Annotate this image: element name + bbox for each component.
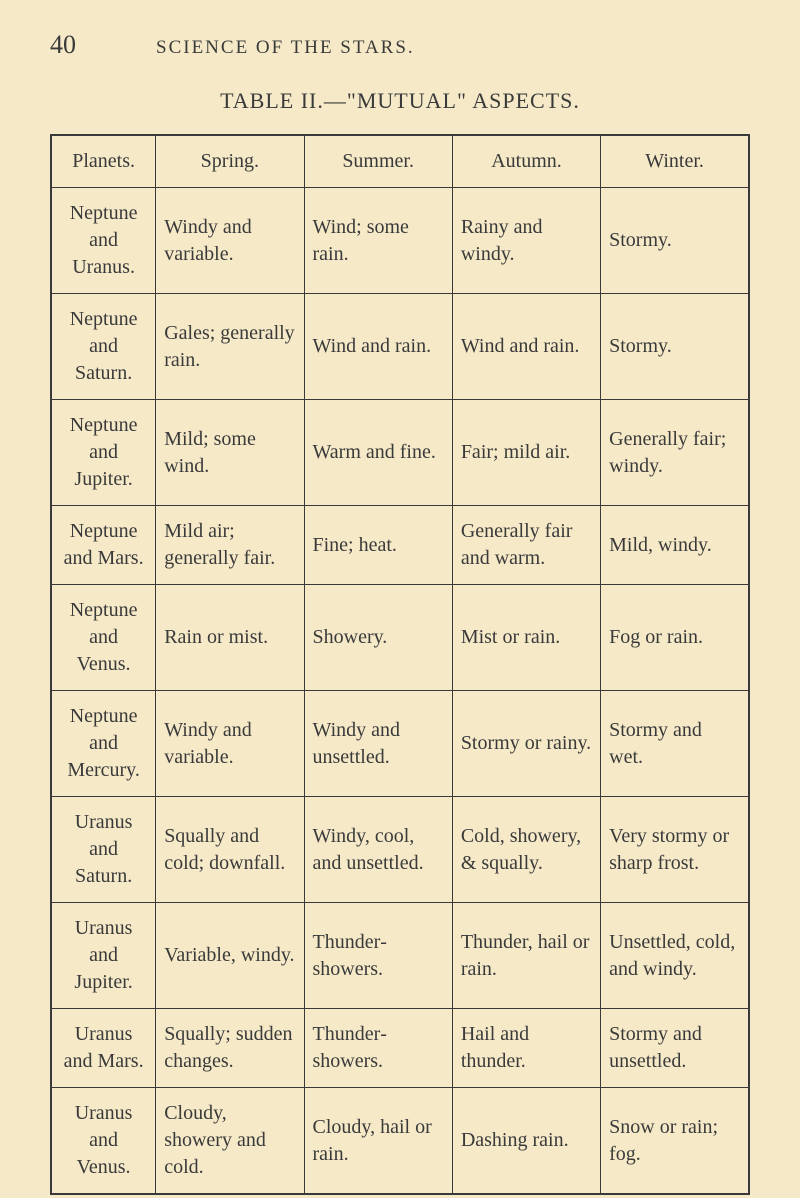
cell-autumn: Dashing rain. bbox=[452, 1088, 600, 1195]
cell-winter: Stormy and unsettled. bbox=[601, 1009, 749, 1088]
cell-summer: Thunder­showers. bbox=[304, 903, 452, 1009]
table-row: Uranus and Saturn. Squally and cold; dow… bbox=[51, 797, 749, 903]
cell-spring: Mild; some wind. bbox=[156, 400, 304, 506]
table-row: Neptune and Uranus. Windy and variable. … bbox=[51, 188, 749, 294]
cell-winter: Unsettled, cold, and windy. bbox=[601, 903, 749, 1009]
table-row: Uranus and Jupiter. Variable, windy. Thu… bbox=[51, 903, 749, 1009]
page-number: 40 bbox=[50, 30, 76, 60]
table-body: Neptune and Uranus. Windy and variable. … bbox=[51, 188, 749, 1195]
cell-summer: Showery. bbox=[304, 585, 452, 691]
header-autumn: Autumn. bbox=[452, 135, 600, 188]
table-row: Neptune and Jupiter. Mild; some wind. Wa… bbox=[51, 400, 749, 506]
cell-planets: Neptune and Mercury. bbox=[51, 691, 156, 797]
cell-planets: Neptune and Venus. bbox=[51, 585, 156, 691]
header-spring: Spring. bbox=[156, 135, 304, 188]
cell-autumn: Generally fair and warm. bbox=[452, 506, 600, 585]
cell-winter: Stormy and wet. bbox=[601, 691, 749, 797]
cell-planets: Uranus and Saturn. bbox=[51, 797, 156, 903]
cell-spring: Windy and variable. bbox=[156, 188, 304, 294]
cell-autumn: Cold, showery, & squally. bbox=[452, 797, 600, 903]
cell-spring: Squally; sudden changes. bbox=[156, 1009, 304, 1088]
page-header: 40 SCIENCE OF THE STARS. bbox=[50, 30, 750, 60]
cell-planets: Neptune and Uranus. bbox=[51, 188, 156, 294]
cell-spring: Rain or mist. bbox=[156, 585, 304, 691]
cell-summer: Windy and unsettled. bbox=[304, 691, 452, 797]
cell-planets: Neptune and Mars. bbox=[51, 506, 156, 585]
cell-planets: Neptune and Saturn. bbox=[51, 294, 156, 400]
cell-spring: Squally and cold; down­fall. bbox=[156, 797, 304, 903]
table-row: Neptune and Mars. Mild air; generally fa… bbox=[51, 506, 749, 585]
cell-spring: Variable, windy. bbox=[156, 903, 304, 1009]
header-winter: Winter. bbox=[601, 135, 749, 188]
aspects-table: Planets. Spring. Summer. Autumn. Winter.… bbox=[50, 134, 750, 1195]
cell-spring: Mild air; generally fair. bbox=[156, 506, 304, 585]
cell-summer: Wind; some rain. bbox=[304, 188, 452, 294]
cell-winter: Very stormy or sharp frost. bbox=[601, 797, 749, 903]
cell-autumn: Rainy and windy. bbox=[452, 188, 600, 294]
cell-winter: Stormy. bbox=[601, 294, 749, 400]
table-row: Uranus and Mars. Squally; sudden changes… bbox=[51, 1009, 749, 1088]
cell-planets: Uranus and Venus. bbox=[51, 1088, 156, 1195]
cell-spring: Windy and variable. bbox=[156, 691, 304, 797]
cell-autumn: Mist or rain. bbox=[452, 585, 600, 691]
cell-autumn: Hail and thunder. bbox=[452, 1009, 600, 1088]
cell-autumn: Fair; mild air. bbox=[452, 400, 600, 506]
cell-winter: Stormy. bbox=[601, 188, 749, 294]
cell-summer: Windy, cool, and unset­tled. bbox=[304, 797, 452, 903]
table-header-row: Planets. Spring. Summer. Autumn. Winter. bbox=[51, 135, 749, 188]
cell-summer: Fine; heat. bbox=[304, 506, 452, 585]
cell-autumn: Stormy or rainy. bbox=[452, 691, 600, 797]
cell-autumn: Thunder, hail or rain. bbox=[452, 903, 600, 1009]
cell-winter: Fog or rain. bbox=[601, 585, 749, 691]
cell-planets: Neptune and Jupiter. bbox=[51, 400, 156, 506]
cell-planets: Uranus and Jupiter. bbox=[51, 903, 156, 1009]
header-summer: Summer. bbox=[304, 135, 452, 188]
cell-winter: Generally fair; windy. bbox=[601, 400, 749, 506]
cell-winter: Snow or rain; fog. bbox=[601, 1088, 749, 1195]
cell-spring: Gales; gene­rally rain. bbox=[156, 294, 304, 400]
table-title: TABLE II.—"MUTUAL" ASPECTS. bbox=[50, 88, 750, 114]
cell-autumn: Wind and rain. bbox=[452, 294, 600, 400]
table-row: Neptune and Saturn. Gales; gene­rally ra… bbox=[51, 294, 749, 400]
cell-summer: Wind and rain. bbox=[304, 294, 452, 400]
cell-summer: Warm and fine. bbox=[304, 400, 452, 506]
cell-summer: Cloudy, hail or rain. bbox=[304, 1088, 452, 1195]
running-head: SCIENCE OF THE STARS. bbox=[156, 37, 415, 59]
header-planets: Planets. bbox=[51, 135, 156, 188]
table-row: Uranus and Venus. Cloudy, showery and co… bbox=[51, 1088, 749, 1195]
table-row: Neptune and Venus. Rain or mist. Showery… bbox=[51, 585, 749, 691]
table-row: Neptune and Mercury. Windy and variable.… bbox=[51, 691, 749, 797]
cell-planets: Uranus and Mars. bbox=[51, 1009, 156, 1088]
cell-summer: Thunder­showers. bbox=[304, 1009, 452, 1088]
cell-winter: Mild, windy. bbox=[601, 506, 749, 585]
cell-spring: Cloudy, showery and cold. bbox=[156, 1088, 304, 1195]
